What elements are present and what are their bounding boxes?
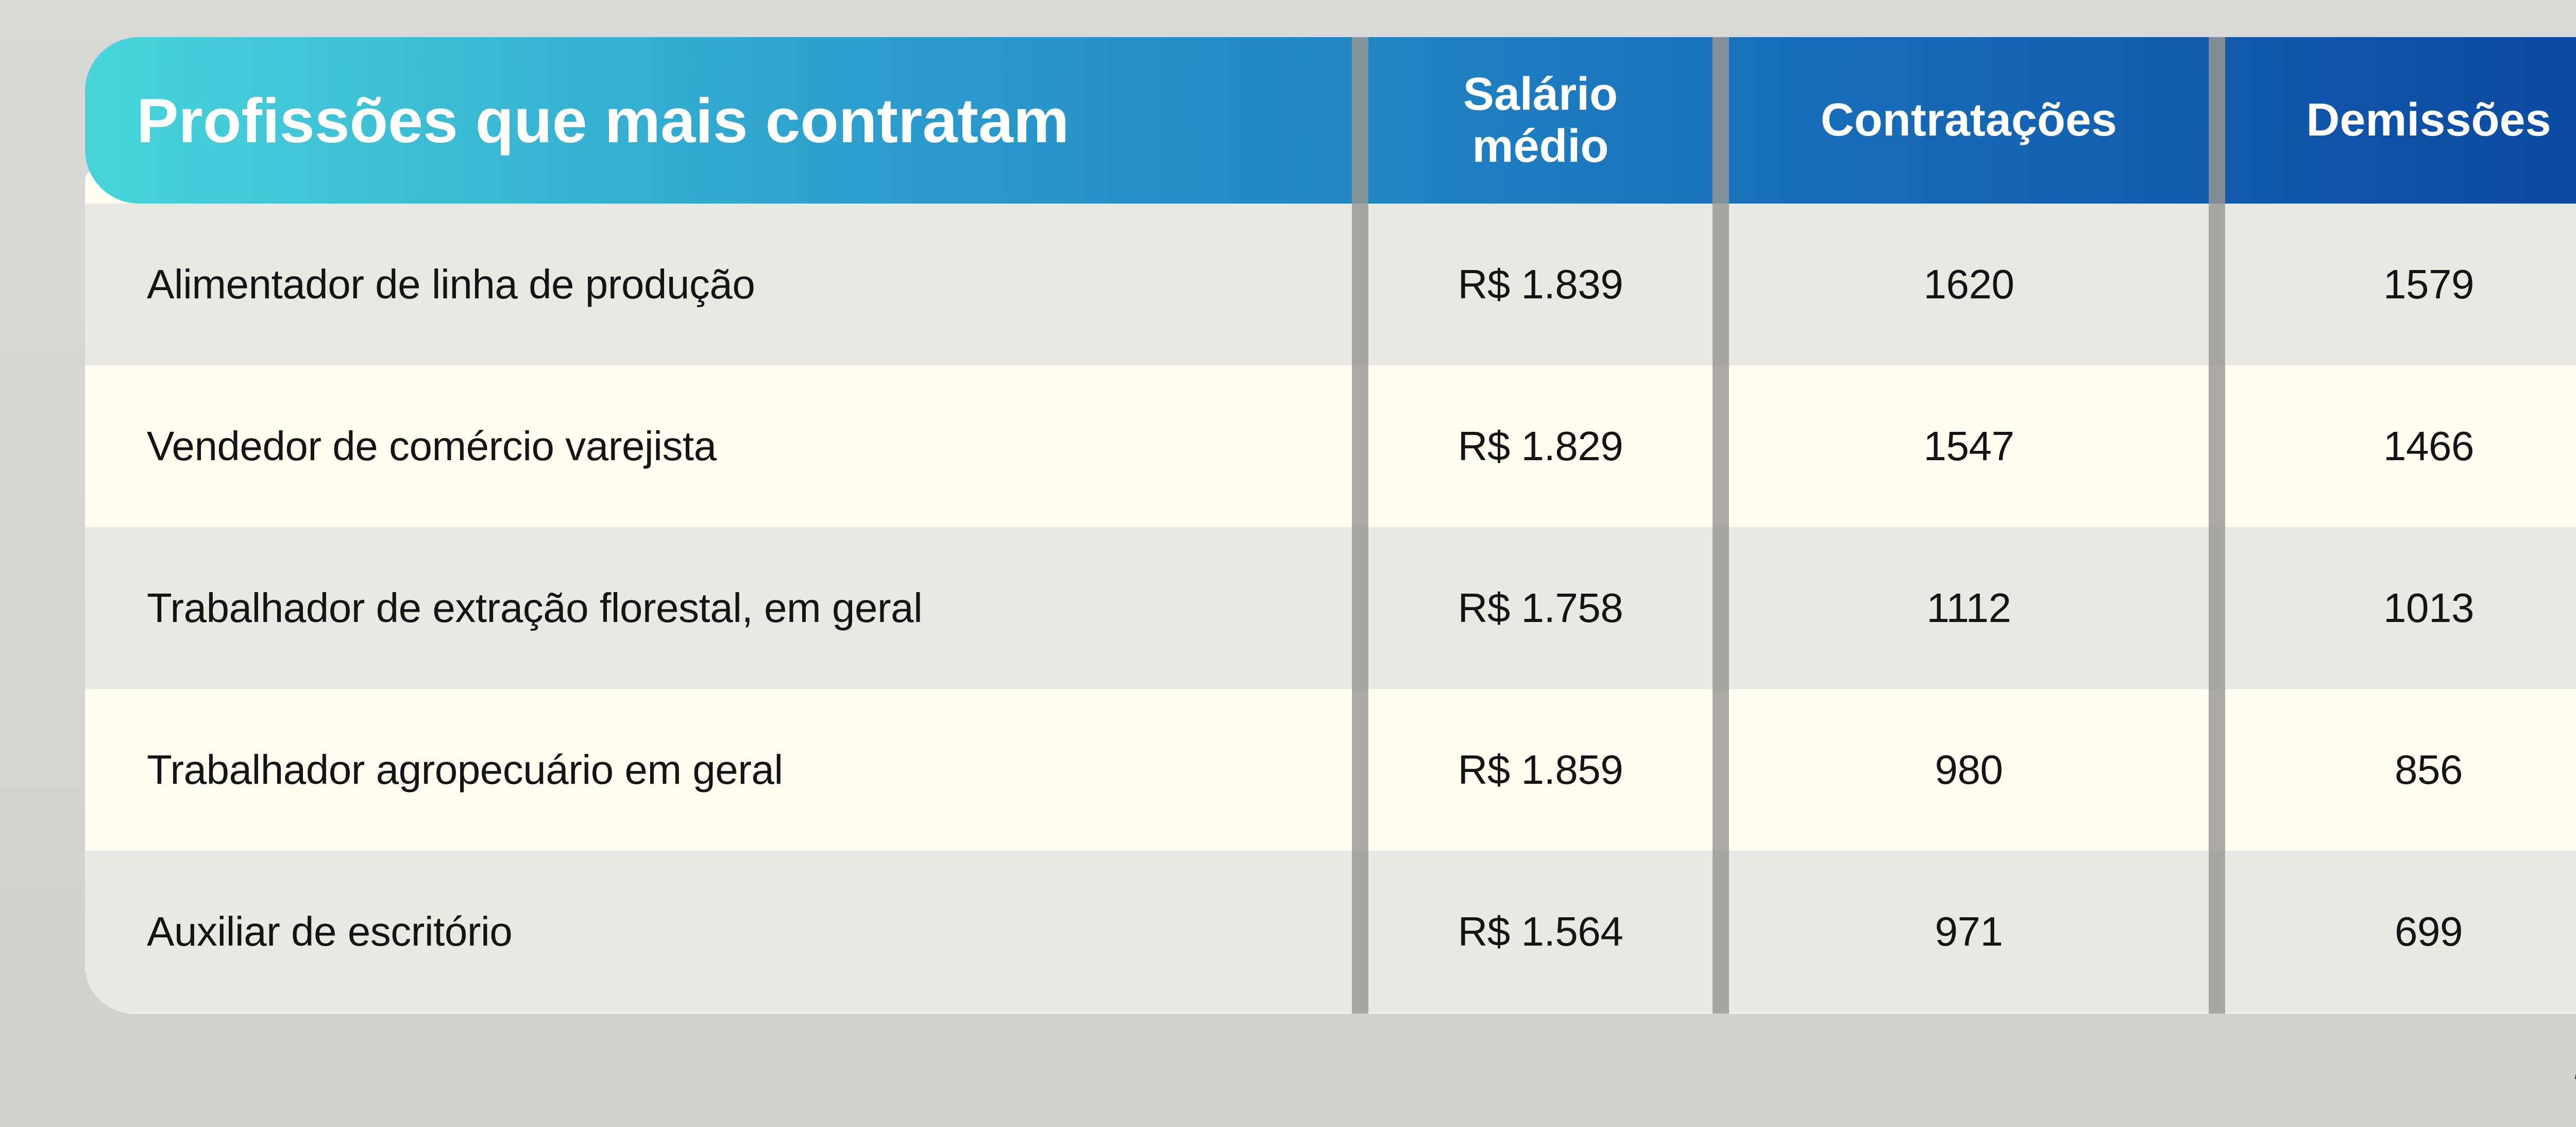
- demissoes-cell: 699: [2395, 909, 2463, 954]
- demissoes-cell: 856: [2395, 747, 2463, 793]
- contratacoes-cell: 1620: [1923, 261, 2014, 307]
- table-row: Alimentador de linha de produção R$ 1.83…: [85, 204, 2576, 365]
- table-row: Trabalhador de extração florestal, em ge…: [85, 527, 2576, 689]
- table-body: Alimentador de linha de produção R$ 1.83…: [85, 204, 2576, 1013]
- contratacoes-cell: 980: [1935, 747, 2003, 793]
- contratacoes-cell: 1547: [1923, 423, 2014, 469]
- table-header: Profissões que mais contratam Salário mé…: [85, 37, 2576, 204]
- column-divider: [2209, 37, 2225, 1014]
- column-header-label: Demissões: [2306, 94, 2551, 146]
- demissoes-cell: 1466: [2383, 423, 2474, 469]
- profession-cell: Trabalhador de extração florestal, em ge…: [147, 585, 923, 631]
- table-row: Auxiliar de escritório R$ 1.564 971 699 …: [85, 851, 2576, 1013]
- column-header-label: Salário médio: [1463, 68, 1618, 172]
- column-header-contratacoes: Contratações: [1721, 94, 2217, 146]
- salario-medio-cell: R$ 1.839: [1458, 261, 1623, 307]
- page-title: Profissões que mais contratam: [137, 85, 1070, 156]
- column-divider: [1352, 37, 1368, 1014]
- table-row: Vendedor de comércio varejista R$ 1.829 …: [85, 365, 2576, 527]
- column-header-demissoes: Demissões: [2217, 94, 2576, 146]
- salario-medio-cell: R$ 1.859: [1458, 747, 1623, 793]
- contratacoes-cell: 1112: [1926, 585, 2011, 631]
- profession-cell: Trabalhador agropecuário em geral: [147, 747, 783, 793]
- profession-cell: Vendedor de comércio varejista: [147, 423, 717, 469]
- demissoes-cell: 1579: [2383, 261, 2474, 307]
- source-text: Fonte: MIinistério do Trabalho: [2574, 1050, 2576, 1087]
- table-card: Alimentador de linha de produção R$ 1.83…: [85, 170, 2576, 1014]
- salario-medio-cell: R$ 1.829: [1458, 423, 1623, 469]
- contratacoes-cell: 971: [1935, 909, 2003, 954]
- salario-medio-cell: R$ 1.758: [1458, 585, 1623, 631]
- profession-cell: Auxiliar de escritório: [147, 909, 513, 954]
- profession-cell: Alimentador de linha de produção: [147, 261, 755, 307]
- salario-medio-cell: R$ 1.564: [1458, 909, 1623, 954]
- demissoes-cell: 1013: [2383, 585, 2474, 631]
- column-header-salario-medio: Salário médio: [1360, 69, 1721, 173]
- column-divider: [1713, 37, 1729, 1014]
- table-row: Trabalhador agropecuário em geral R$ 1.8…: [85, 689, 2576, 851]
- column-header-label: Contratações: [1820, 94, 2117, 146]
